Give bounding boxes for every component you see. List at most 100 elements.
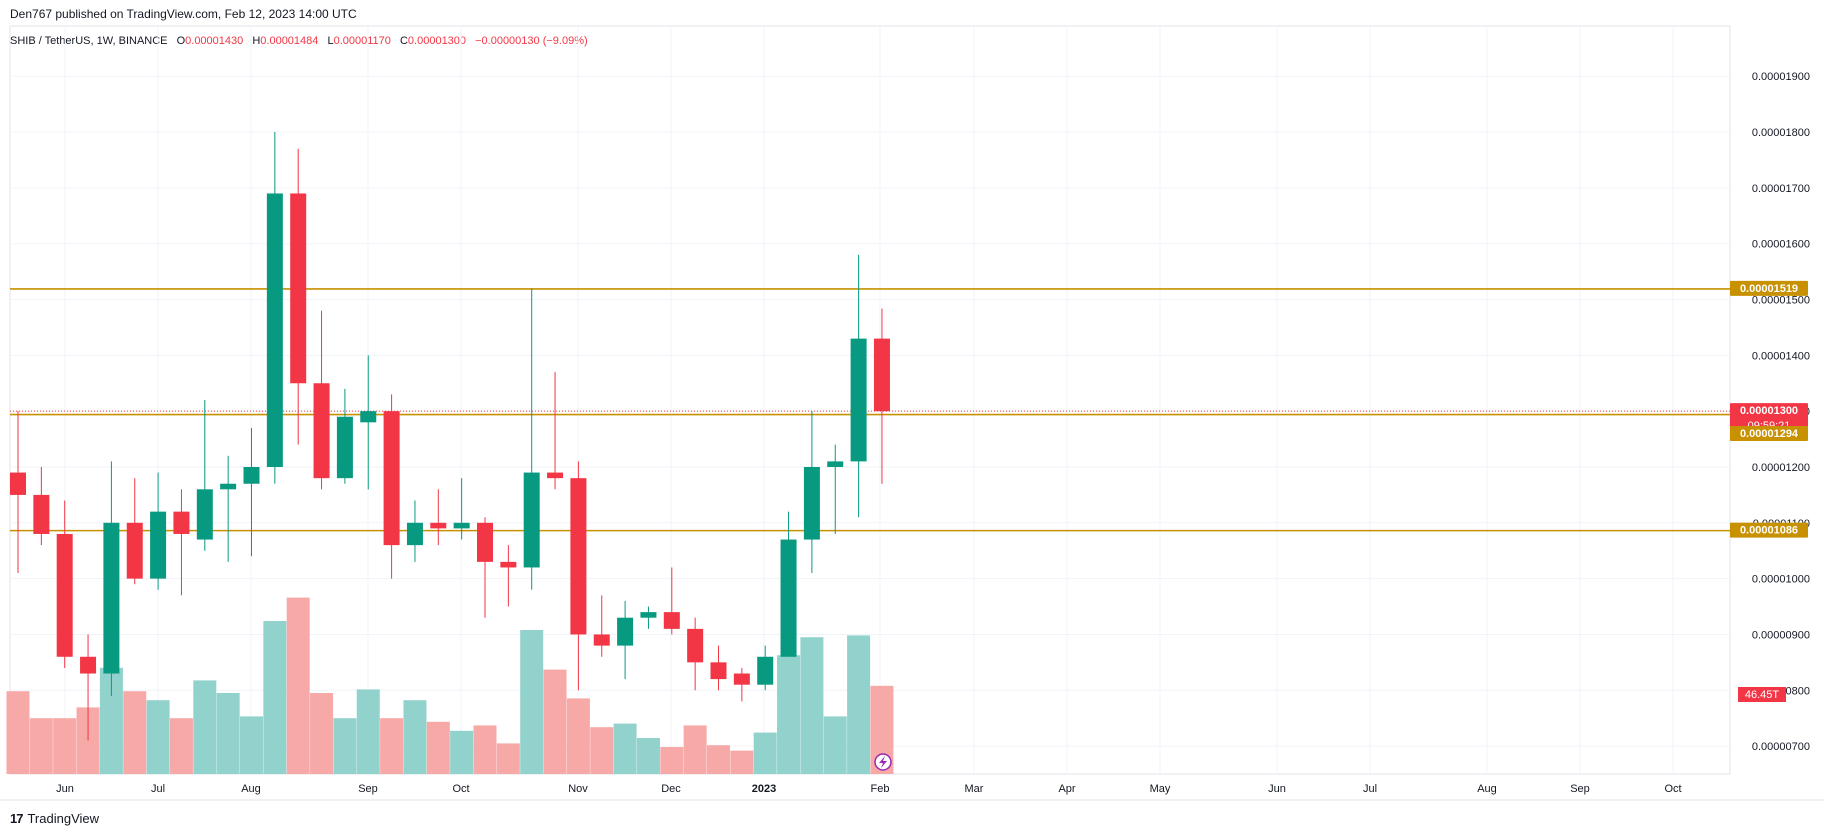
- volume-bar: [636, 738, 660, 774]
- candle-body: [80, 656, 97, 674]
- tradingview-logo-icon: 17: [10, 811, 24, 826]
- candle-body: [313, 383, 330, 479]
- x-tick-label: Jul: [151, 783, 165, 795]
- lightning-icon-glyph: [879, 756, 887, 768]
- x-tick-label: Nov: [568, 783, 588, 795]
- volume-bar: [333, 718, 357, 774]
- volume-bar: [683, 725, 707, 774]
- level-tag: 0.00001519: [1740, 283, 1798, 295]
- candle-body: [173, 511, 190, 534]
- candle-body: [710, 662, 727, 680]
- volume-bar: [29, 718, 53, 774]
- volume-bar: [566, 698, 590, 774]
- change-value: −0.00000130 (−9.09%): [475, 35, 588, 47]
- volume-bar: [123, 691, 147, 774]
- y-tick-label: 0.00001400: [1752, 350, 1810, 362]
- y-tick-label: 0.00001700: [1752, 183, 1810, 195]
- candle-body: [850, 338, 867, 462]
- x-tick-label: May: [1150, 783, 1171, 795]
- candle-body: [733, 673, 750, 685]
- y-tick-label: 0.00001200: [1752, 462, 1810, 474]
- x-tick-label: Jun: [56, 783, 74, 795]
- high-label: H: [252, 35, 261, 47]
- candle-body: [290, 193, 307, 384]
- open-value: 0.00001430: [185, 35, 244, 47]
- candle-body: [150, 511, 167, 579]
- y-tick-label: 0.00001000: [1752, 574, 1810, 586]
- level-tag: 0.00001294: [1740, 428, 1799, 440]
- volume-tag-bg: [1738, 687, 1786, 702]
- x-tick-label: Feb: [871, 783, 890, 795]
- symbol-label[interactable]: SHIB / TetherUS, 1W, BINANCE: [10, 35, 168, 47]
- candle-body: [873, 338, 890, 412]
- y-tick-label: 0.00001500: [1752, 295, 1810, 307]
- open-label: O: [176, 35, 186, 47]
- volume-bar: [450, 730, 474, 774]
- volume-bar: [730, 750, 754, 774]
- candle-body: [360, 411, 377, 423]
- candle-body: [663, 612, 680, 629]
- volume-bar: [240, 716, 263, 774]
- candle-body: [430, 522, 447, 529]
- candle-body: [103, 522, 120, 674]
- candle-body: [220, 483, 237, 490]
- x-tick-label: Aug: [1477, 783, 1497, 795]
- high-value: 0.00001484: [260, 35, 319, 47]
- volume-bar: [707, 745, 730, 774]
- volume-bar: [473, 725, 497, 774]
- close-value: 0.00001300: [407, 35, 467, 47]
- volume-bar: [777, 655, 801, 774]
- y-tick-label: 0.00000700: [1752, 741, 1810, 753]
- candle-body: [477, 522, 493, 562]
- x-tick-label: Oct: [1664, 783, 1681, 795]
- candle-body: [500, 561, 517, 568]
- candle-body: [196, 489, 213, 540]
- volume-bar: [263, 621, 287, 774]
- candle-body: [803, 466, 820, 540]
- volume-bar: [823, 716, 847, 774]
- volume-bar: [380, 718, 404, 774]
- candle-body: [827, 461, 844, 467]
- y-tick-label: 0.00001600: [1752, 239, 1810, 251]
- brand-name: TradingView: [27, 811, 100, 826]
- volume-bar: [800, 637, 824, 774]
- footer-brand: 17 TradingView: [10, 811, 99, 826]
- x-tick-label: 2023: [752, 783, 776, 795]
- volume-bar: [169, 718, 193, 774]
- volume-bar: [356, 689, 380, 774]
- volume-bar: [403, 700, 427, 774]
- low-label: L: [327, 35, 334, 47]
- volume-bar: [660, 747, 684, 774]
- volume-bar: [520, 630, 544, 774]
- candle-body: [780, 539, 797, 657]
- candle-body: [547, 472, 564, 479]
- low-value: 0.00001170: [333, 35, 391, 47]
- candle-body: [687, 628, 704, 663]
- volume-bar: [99, 667, 123, 774]
- candle-body: [33, 494, 50, 534]
- volume-bar: [496, 743, 520, 774]
- volume-tag: 46.45T: [1745, 689, 1780, 701]
- close-label: C: [399, 35, 408, 47]
- volume-bar: [193, 680, 217, 774]
- symbol-ohlc-line: SHIB / TetherUS, 1W, BINANCE O0.00001430…: [10, 35, 588, 47]
- candle-body: [453, 522, 470, 529]
- x-tick-label: Apr: [1058, 783, 1075, 795]
- published-caption: Den767 published on TradingView.com, Feb…: [10, 7, 357, 21]
- x-tick-label: Dec: [661, 783, 681, 795]
- level-tag: 0.00001086: [1740, 525, 1798, 537]
- volume-bar: [76, 707, 100, 774]
- volume-bar: [847, 635, 871, 774]
- volume-bar: [590, 727, 614, 774]
- y-tick-label: 0.00001800: [1752, 127, 1810, 139]
- level-tag-bg: [1730, 280, 1808, 296]
- candle-body: [640, 612, 657, 618]
- volume-bar: [146, 700, 170, 774]
- x-tick-label: Sep: [358, 783, 378, 795]
- candle-body: [406, 522, 423, 546]
- level-tag-bg: [1730, 522, 1808, 538]
- x-tick-label: Sep: [1570, 783, 1590, 795]
- candle-body: [523, 472, 540, 568]
- candle-body: [243, 466, 260, 484]
